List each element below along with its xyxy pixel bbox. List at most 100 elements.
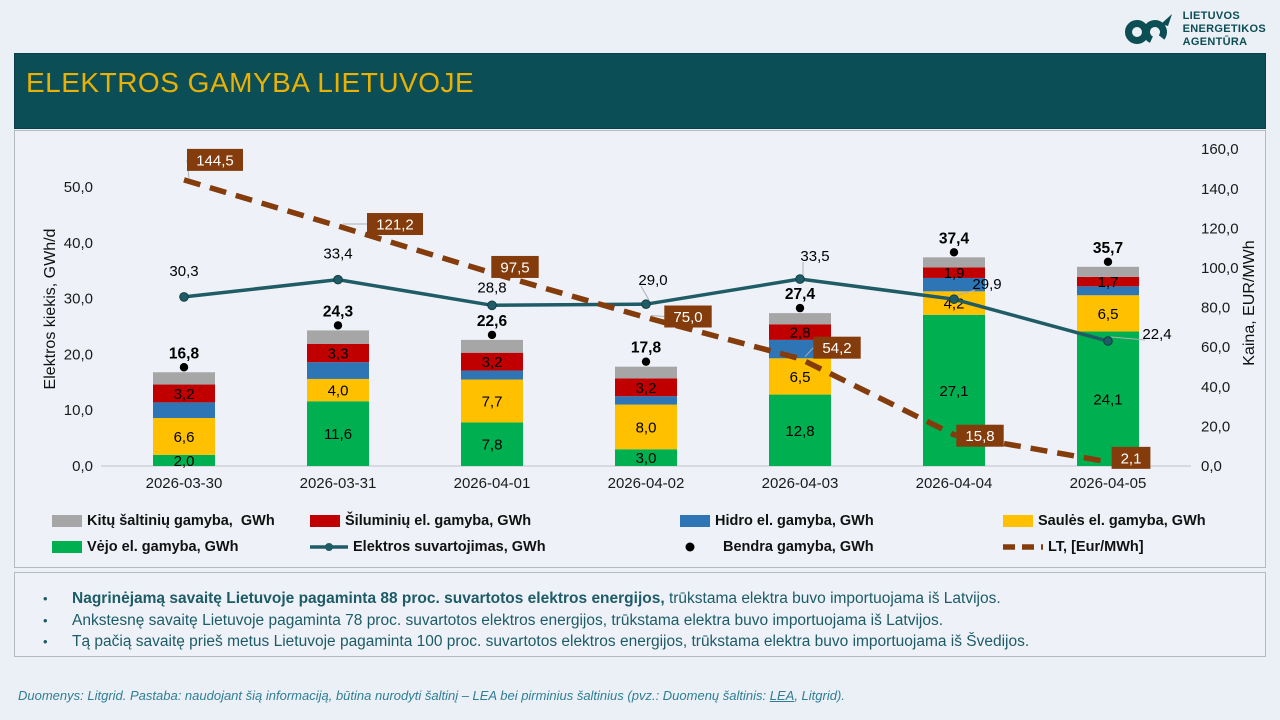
right-axis-tick: 60,0: [1201, 339, 1230, 356]
summary-bullet: • Ankstesnę savaitę Lietuvoje pagaminta 7…: [43, 610, 1245, 632]
total-production-label: 22,6: [477, 313, 508, 330]
consumption-point: [179, 292, 189, 302]
bar-segment-label: 2,0: [174, 453, 195, 470]
bar-segment: [769, 313, 831, 325]
bar-segment-label: 8,0: [636, 419, 657, 436]
lea-link[interactable]: LEA: [769, 688, 795, 703]
bar-segment: [461, 422, 523, 466]
bar-segment: [1077, 295, 1139, 332]
source-note: Duomenys: Litgrid. Pastaba: naudojant ši…: [18, 688, 1258, 703]
right-axis-tick: 140,0: [1201, 181, 1239, 198]
bar-segment-label: 7,7: [482, 393, 503, 410]
bar-segment: [1077, 276, 1139, 287]
bar-segment: [153, 384, 215, 403]
legend-label: Šiluminių el. gamyba, GWh: [345, 513, 532, 529]
right-axis-tick: 80,0: [1201, 300, 1230, 317]
total-production-label: 35,7: [1093, 240, 1123, 257]
consumption-label: 33,5: [800, 248, 829, 265]
bar-segment: [615, 366, 677, 379]
bar-segment: [307, 362, 369, 379]
price-label: 2,1: [1121, 450, 1142, 467]
consumption-label: 22,4: [1142, 326, 1171, 343]
total-production-point: [1103, 257, 1113, 266]
legend-swatch: [310, 515, 340, 527]
legend-swatch: [52, 541, 82, 553]
legend-item: Vėjo el. gamyba, GWh: [52, 539, 238, 555]
label-leader: [956, 289, 976, 296]
x-axis-label: 2026-04-02: [608, 475, 685, 492]
bar-segment-label: 2,8: [790, 325, 811, 342]
label-leader: [1110, 336, 1146, 341]
source-note-text: Duomenys: Litgrid. Pastaba: naudojant ši…: [18, 688, 770, 703]
bullet-text: Ankstesnę savaitę Lietuvoje pagaminta 78…: [72, 611, 944, 629]
total-production-label: 17,8: [631, 340, 662, 357]
legend-dot-icon: [685, 542, 695, 552]
label-leader: [640, 285, 650, 301]
bar-segment: [769, 394, 831, 466]
consumption-label: 30,3: [169, 263, 198, 280]
left-axis-tick: 30,0: [64, 291, 93, 308]
consumption-label: 28,8: [477, 279, 506, 296]
bar-segment: [461, 339, 523, 353]
x-axis-label: 2026-04-01: [454, 475, 531, 492]
bar-segment-label: 6,6: [174, 429, 195, 446]
bar-segment-label: 3,2: [174, 386, 195, 403]
price-label-box: [664, 305, 712, 328]
bar-segment: [1077, 331, 1139, 466]
right-axis-tick: 160,0: [1201, 141, 1239, 158]
bar-segment: [615, 449, 677, 466]
summary-bullet: • Nagrinėjamą savaitę Lietuvoje pagaminta…: [43, 588, 1245, 610]
summary-bullet: • Tą pačią savaitę prieš metus Lietuvoje …: [43, 631, 1245, 653]
price-label-box: [367, 213, 423, 236]
bar-segment-label: 1,7: [1098, 274, 1119, 291]
left-axis-tick: 50,0: [64, 179, 93, 196]
legend-label: Bendra gamyba, GWh: [723, 539, 874, 555]
total-production-point: [487, 330, 497, 340]
bar-segment: [307, 330, 369, 344]
left-axis-tick: 40,0: [64, 235, 93, 252]
total-production-label: 16,8: [169, 345, 200, 362]
legend-item: Kitų šaltinių gamyba, GWh: [52, 513, 275, 529]
bar-segment-label: 12,8: [785, 423, 814, 440]
right-axis-tick: 100,0: [1201, 260, 1239, 277]
legend-label: LT, [Eur/MWh]: [1048, 539, 1144, 555]
bar-segment-label: 27,1: [939, 383, 968, 400]
total-production-point: [795, 303, 805, 313]
bar-segment: [769, 324, 831, 340]
legend-swatch: [680, 515, 710, 527]
bar-segment-label: 6,5: [1098, 306, 1119, 323]
consumption-point: [333, 274, 343, 285]
legend-swatch: [52, 515, 82, 527]
legend-item: Elektros suvartojimas, GWh: [310, 539, 546, 555]
page-title: ELEKTROS GAMYBA LIETUVOJE: [26, 67, 475, 98]
price-label: 121,2: [376, 217, 414, 234]
bar-segment: [153, 402, 215, 419]
legend-swatch: [1003, 515, 1033, 527]
legend-label: Vėjo el. gamyba, GWh: [87, 539, 239, 555]
bar-segment: [923, 267, 985, 278]
price-label-box: [187, 148, 243, 171]
consumption-point: [795, 274, 805, 284]
bar-segment: [461, 370, 523, 380]
left-axis-title: Elektros kiekis, GWh/d: [42, 229, 59, 390]
chart-panel: 0,0 10,0 20,0 30,0 40,0 50,0 0,0 20,0 40,0 60,0 80…: [14, 130, 1266, 568]
x-axis-label: 2026-03-30: [146, 475, 223, 492]
bar-segment: [307, 343, 369, 363]
bullet-text: Tą pačią savaitę prieš metus Lietuvoje p…: [72, 633, 1030, 650]
chart-legend: Kitų šaltinių gamyba, GWh Šiluminių el. g…: [15, 503, 1265, 567]
consumption-label: 33,4: [323, 246, 352, 263]
total-production-label: 27,4: [785, 286, 816, 303]
bullet-text: Nagrinėjamą savaitę Lietuvoje pagaminta …: [72, 590, 1001, 607]
bar-segment: [1077, 286, 1139, 296]
bar-segment: [769, 358, 831, 395]
price-label: 144,5: [196, 152, 234, 169]
consumption-label: 29,9: [972, 276, 1001, 293]
bar-segment: [615, 404, 677, 450]
legend-item: Hidro el. gamyba, GWh: [680, 513, 874, 529]
bar-segment-label: 6,5: [790, 369, 811, 386]
bar-segment: [153, 418, 215, 455]
summary-panel: • Nagrinėjamą savaitę Lietuvoje pagaminta…: [14, 572, 1266, 657]
bar-segment: [615, 396, 677, 405]
total-production-point: [179, 363, 189, 372]
consumption-point: [487, 300, 497, 311]
